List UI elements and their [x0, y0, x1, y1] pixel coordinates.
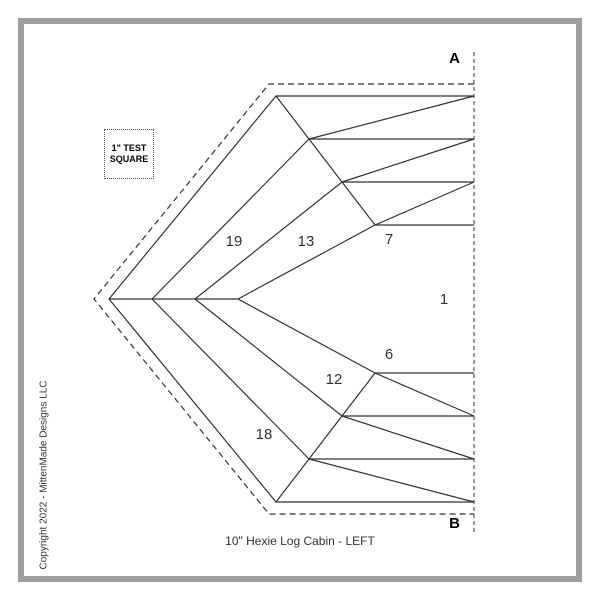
page: Copyright 2022 - MittenMade Designs LLC …: [24, 24, 576, 576]
piece-13: 13: [298, 233, 315, 250]
spoke-bot-3: [342, 373, 375, 416]
document-frame: Copyright 2022 - MittenMade Designs LLC …: [18, 18, 582, 582]
ring2-diag-bot: [342, 416, 474, 459]
ring2-lower-left: [195, 299, 342, 416]
piece-19: 19: [226, 233, 243, 250]
piece-18: 18: [256, 426, 273, 443]
hexie-diagram: 1 6 7 12 13 18 19: [24, 24, 576, 576]
piece-6: 6: [385, 346, 393, 363]
piece-1: 1: [440, 291, 448, 308]
ring3-lower-left: [238, 299, 375, 373]
spoke-top-2: [309, 139, 342, 182]
ring1-diag-top: [309, 96, 474, 139]
spoke-bot-2: [309, 416, 342, 459]
piece-12: 12: [326, 371, 343, 388]
ring1-diag-bot: [309, 459, 474, 502]
ring2-diag-top: [342, 139, 474, 182]
ring2-upper-left: [195, 182, 342, 299]
spoke-top-3: [342, 182, 375, 225]
ring3-diag-top: [375, 182, 474, 225]
piece-7: 7: [385, 231, 393, 248]
spoke-bot-outer: [276, 459, 309, 502]
ring3-diag-bot: [375, 373, 474, 416]
spoke-top-outer: [276, 96, 309, 139]
